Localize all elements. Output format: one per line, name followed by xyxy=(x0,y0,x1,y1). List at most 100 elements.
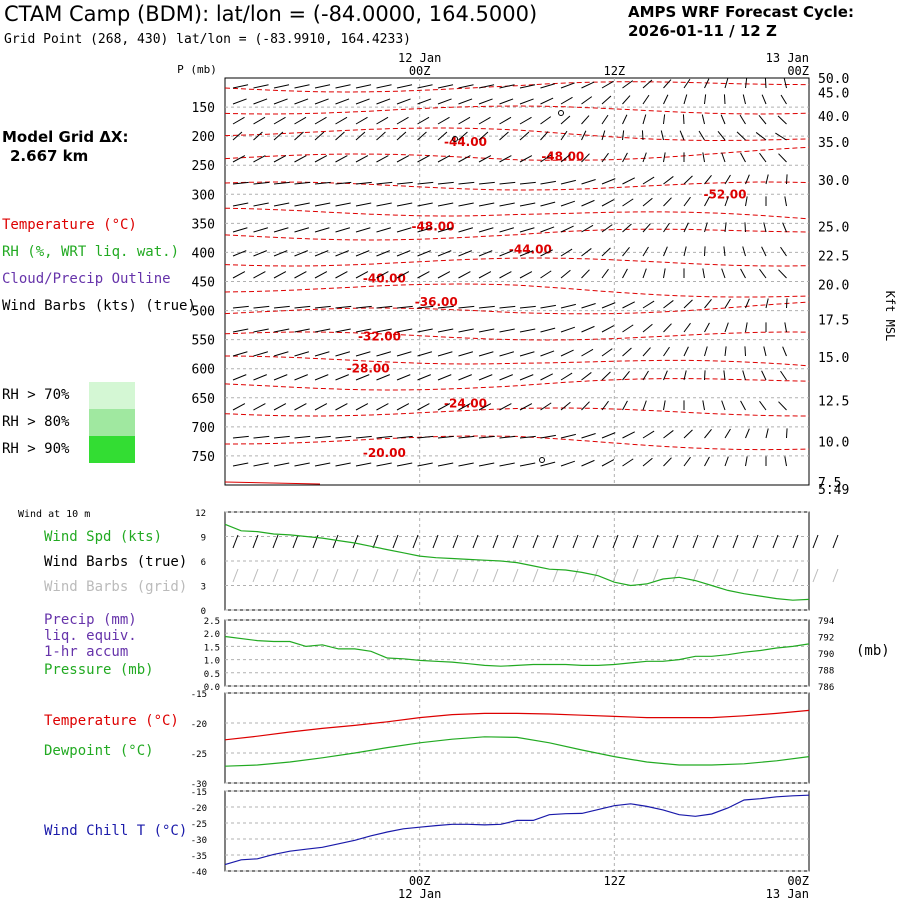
wind-barb xyxy=(499,305,516,309)
wind-barb xyxy=(376,328,392,333)
wind-barb xyxy=(294,351,310,357)
wind-barb xyxy=(540,434,556,439)
wind-barb xyxy=(396,155,410,163)
wind-barb xyxy=(437,305,454,309)
wind-barb xyxy=(458,181,475,185)
wind-barb xyxy=(499,181,516,185)
temperature-contour-label: -52.00 xyxy=(704,187,747,201)
wind-barb xyxy=(294,98,309,105)
surface-grid-wind-barb xyxy=(752,568,759,583)
calm-wind-marker xyxy=(558,110,564,116)
wind-barb xyxy=(784,196,787,207)
wind-barb xyxy=(478,351,494,357)
wind-barb xyxy=(622,198,634,207)
wind-barb xyxy=(721,152,726,163)
wind-barb xyxy=(314,84,331,89)
wind-barb xyxy=(335,131,345,141)
wind-barb xyxy=(458,202,474,207)
wind-barb xyxy=(782,346,787,357)
bottom-hour-label: 12Z xyxy=(603,874,625,888)
wind-barb xyxy=(417,435,434,439)
precip-tick-label: 2.0 xyxy=(204,630,220,640)
wind-barb xyxy=(642,370,649,381)
forecast-cycle-label: AMPS WRF Forecast Cycle: xyxy=(628,3,854,21)
wind-barb xyxy=(314,131,325,141)
chill-tick-label: -30 xyxy=(191,836,207,846)
surface-wind-barb xyxy=(832,534,839,549)
wind-barb xyxy=(478,328,495,333)
pressure-tick-label: 500 xyxy=(192,305,215,320)
wind-barb xyxy=(560,433,576,439)
wind-barb xyxy=(437,328,454,333)
wind-barb xyxy=(763,222,767,233)
wind-barb xyxy=(417,271,430,279)
pressure-tick-label: 750 xyxy=(192,450,215,465)
wind-barb xyxy=(778,401,787,411)
surface-grid-wind-barb xyxy=(432,568,439,583)
wind-barb xyxy=(458,305,475,309)
bottom-hour-label: 00Z xyxy=(787,874,809,888)
wind-barb xyxy=(761,370,767,381)
wind-barb xyxy=(376,116,389,125)
legend-precip: Precip (mm) xyxy=(44,612,137,628)
surface-grid-wind-barb xyxy=(672,568,679,583)
wind-barb xyxy=(601,432,616,439)
wind-barb xyxy=(642,79,653,89)
wind-10m-heading: Wind at 10 m xyxy=(18,509,91,520)
temperature-contour-label: -44.00 xyxy=(444,135,487,149)
wind-barb xyxy=(253,403,266,411)
rh-key-90-swatch xyxy=(89,436,135,463)
wind-panel-frame xyxy=(224,511,810,611)
wind-barb xyxy=(519,250,534,257)
wind-barb xyxy=(499,116,512,125)
wind-barb xyxy=(540,131,549,141)
surface-grid-wind-barb xyxy=(732,568,739,583)
wind-barb xyxy=(417,202,433,207)
wind-barb xyxy=(335,462,351,467)
wind-barb xyxy=(519,403,533,411)
calm-wind-marker xyxy=(452,136,458,142)
wind-barb xyxy=(601,80,614,89)
surface-grid-wind-barb xyxy=(652,568,659,583)
wind-barb xyxy=(417,155,430,163)
wind-barb xyxy=(745,298,750,309)
temperature-contour xyxy=(224,283,810,298)
wind-barb xyxy=(314,374,329,381)
wind-barb xyxy=(294,227,310,233)
wind-barb xyxy=(581,433,596,439)
temperature-contour xyxy=(224,81,810,93)
wind-barb xyxy=(335,250,349,257)
wind-barb xyxy=(232,116,245,125)
legend-precip-accum: 1-hr accum xyxy=(44,644,129,660)
wind-barb xyxy=(253,462,269,467)
wind-barb xyxy=(540,249,553,257)
wind-barb xyxy=(478,435,495,439)
wind-barb xyxy=(335,374,349,381)
wind-barb xyxy=(601,268,609,279)
wind-barb xyxy=(376,374,390,381)
wind-barb xyxy=(294,403,307,411)
wind-barb xyxy=(253,435,270,439)
legend-wind-chill: Wind Chill T (°C) xyxy=(44,823,188,839)
wind-barb xyxy=(702,400,705,411)
temperature-contour-label: -48.00 xyxy=(541,149,584,163)
wind-barb xyxy=(622,95,631,105)
wind-barb xyxy=(458,328,474,333)
wind-barb xyxy=(478,271,492,279)
wind-barb xyxy=(540,270,552,279)
wind-barb xyxy=(335,98,350,105)
wind-barb xyxy=(641,130,644,141)
wind-barb xyxy=(560,372,573,381)
wind-barb xyxy=(642,152,647,163)
wind-barb xyxy=(764,78,767,89)
wind-barb xyxy=(376,181,393,185)
surface-grid-wind-barb xyxy=(312,568,319,583)
temperature-contour-label: -40.00 xyxy=(363,272,406,286)
wind-barb xyxy=(780,94,787,105)
surface-wind-barb xyxy=(412,534,419,549)
surface-grid-wind-barb xyxy=(552,568,559,583)
surface-grid-wind-barb xyxy=(272,568,279,583)
wind-barb xyxy=(601,152,609,163)
wind-barb xyxy=(560,179,576,185)
chill-tick-label: -15 xyxy=(191,788,207,798)
